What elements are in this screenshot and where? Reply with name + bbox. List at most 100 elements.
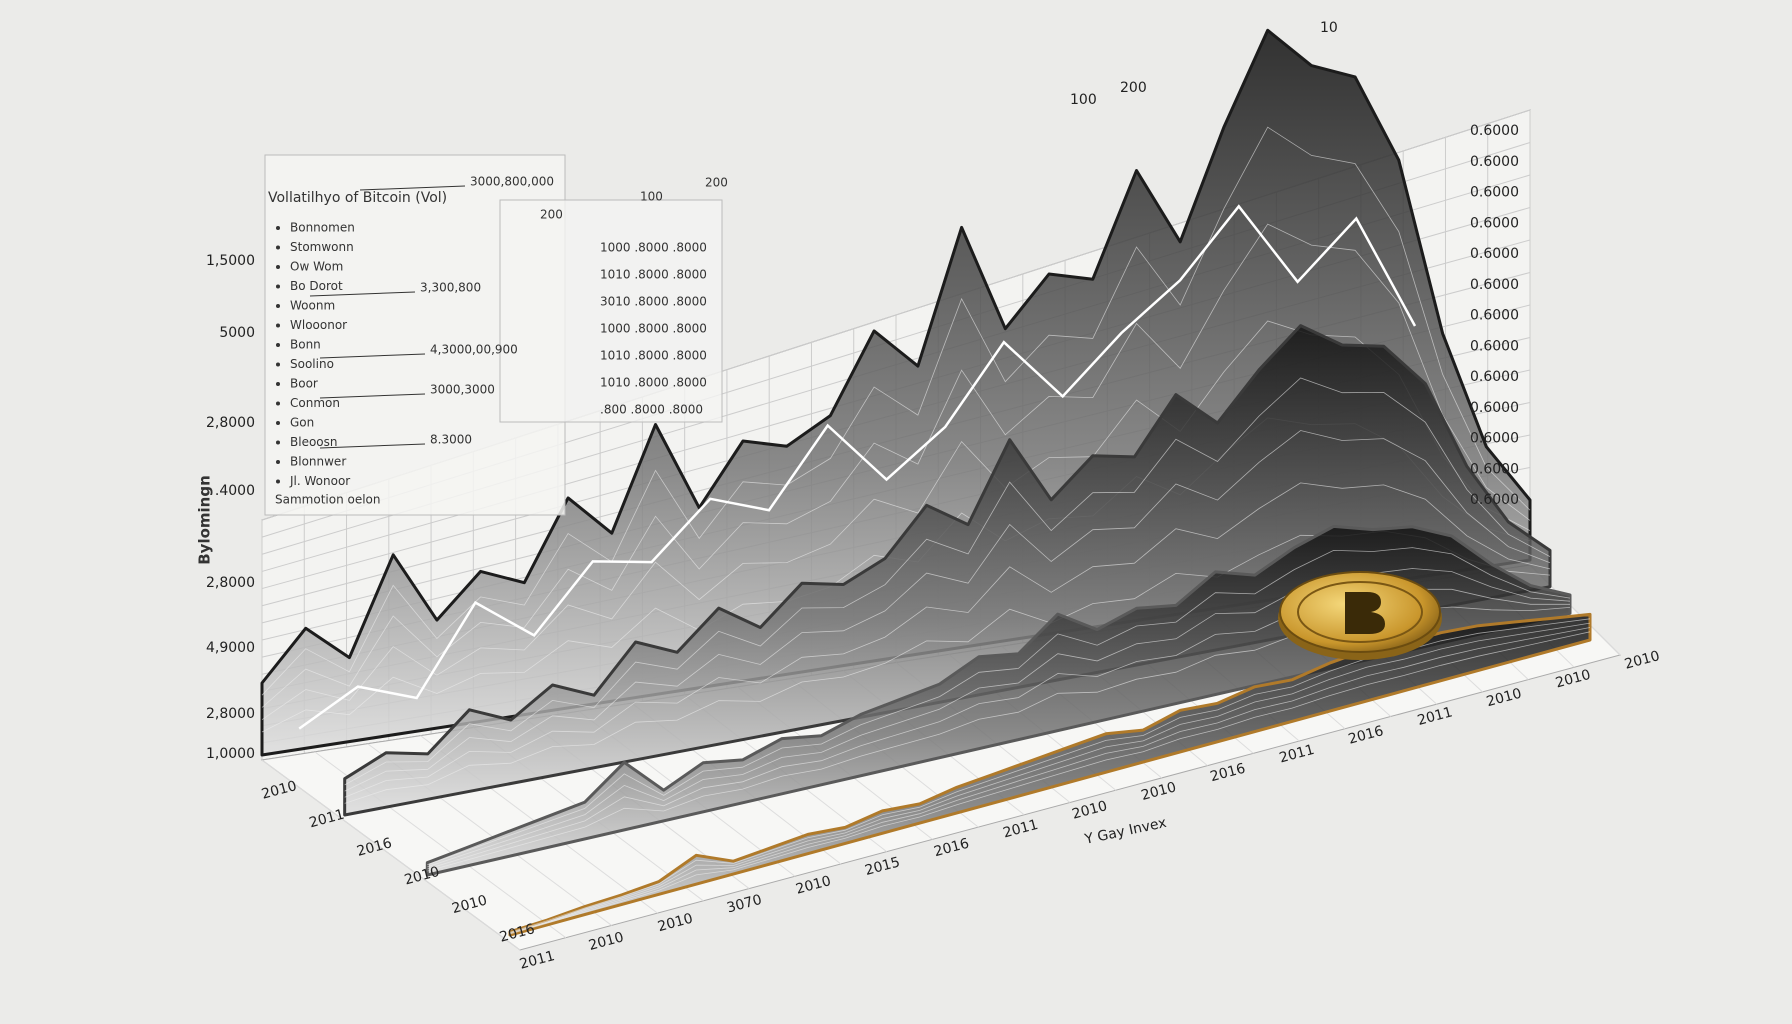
y-tick-label: 2,8000 <box>206 415 255 431</box>
x-tick-label: 3070 <box>725 892 764 917</box>
legend-value: 4,3000,00,900 <box>430 343 518 357</box>
legend-value: 3,300,800 <box>420 281 481 295</box>
x-tick-label: 2010 <box>1139 779 1178 804</box>
x-tick-label: 2010 <box>1070 798 1109 823</box>
table-box <box>499 199 723 423</box>
top-label: 100 <box>1070 92 1097 108</box>
legend-leader <box>309 291 416 297</box>
legend-bullet <box>276 401 280 406</box>
y-axis-label: Bylomingn <box>196 475 214 565</box>
ridge-contour <box>344 430 1551 792</box>
x-tick-label: 2010 <box>656 911 695 936</box>
legend-item: Blonnwer <box>290 455 346 469</box>
y2-tick-label: 0.6000 <box>1470 215 1519 231</box>
legend-item: Bleoosn <box>290 435 338 449</box>
ridge-contour <box>344 482 1551 798</box>
y2-tick-label: 0.6000 <box>1470 431 1519 447</box>
legend-bullet <box>276 362 280 367</box>
table-head: 200 <box>540 208 563 222</box>
table-row: 1010 .8000 .8000 <box>600 349 707 363</box>
legend-leader <box>319 443 426 449</box>
y-tick-label: 1,0000 <box>206 746 255 762</box>
ridge-contour <box>344 377 1551 786</box>
legend-leader <box>319 393 426 399</box>
y-tick-label: 4,9000 <box>206 640 255 656</box>
legend-bullet <box>276 323 280 328</box>
x-tick-label: 2016 <box>932 836 971 861</box>
x-tick-label: 2010 <box>587 929 626 954</box>
ridge-area <box>343 324 1552 817</box>
chart-title: Vollatilhyo of Bitcoin (Vol) <box>268 190 447 206</box>
y2-tick-label: 0.6000 <box>1470 123 1519 139</box>
top-label: 10 <box>1320 20 1338 36</box>
y-tick-label: 1,5000 <box>206 253 255 269</box>
legend-bullet <box>276 460 280 464</box>
table-row: .800 .8000 .8000 <box>600 403 703 417</box>
table-head: 100 <box>640 190 663 204</box>
line-series <box>298 204 1417 730</box>
ridge-contour <box>509 631 1591 935</box>
y-tick-label: 2,8000 <box>206 575 255 591</box>
legend-item: Bonnomen <box>290 221 355 235</box>
table-row: 1010 .8000 .8000 <box>600 376 707 390</box>
ridge-contour <box>509 627 1591 934</box>
legend-bullet <box>276 440 280 445</box>
ridge-area <box>508 612 1592 937</box>
x-tick-label: 2010 <box>794 873 833 898</box>
floor-line <box>261 759 521 951</box>
x-tick-label: 2015 <box>863 854 902 879</box>
legend-bullet <box>276 226 280 230</box>
legend-item: Conmon <box>290 396 340 410</box>
legend-value: 3000,800,000 <box>470 175 554 189</box>
legend-bullet <box>276 343 280 347</box>
legend-bullet <box>276 421 280 425</box>
depth-label: 2010 <box>260 778 299 803</box>
depth-label: 2016 <box>355 835 394 860</box>
legend-item: Boor <box>290 377 318 391</box>
y2-tick-label: 0.6000 <box>1470 338 1519 354</box>
top-label: 200 <box>1120 80 1147 96</box>
legend-bullet <box>276 265 280 269</box>
legend: Vollatilhyo of Bitcoin (Vol) Sammotion o… <box>264 154 728 516</box>
depth-label: 2011 <box>308 807 347 832</box>
legend-item: Ow Wom <box>290 260 343 274</box>
legend-item: Gon <box>290 416 314 430</box>
ridge-contour <box>261 223 1531 708</box>
x-tick-label: 2011 <box>518 948 557 973</box>
legend-item: Woonm <box>290 299 335 313</box>
legend-bullet <box>276 479 280 484</box>
y2-tick-label: 0.6000 <box>1470 400 1519 416</box>
y2-tick-label: 0.6000 <box>1470 492 1519 508</box>
legend-value: 3000,3000 <box>430 383 495 397</box>
y-tick-label: 5000 <box>219 325 255 341</box>
y-tick-label: .4000 <box>215 483 255 499</box>
legend-bullet <box>276 382 280 386</box>
legend-leader <box>319 353 426 359</box>
legend-item: Bonn <box>290 338 321 352</box>
table-row: 1000 .8000 .8000 <box>600 241 707 255</box>
legend-item: Bo Dorot <box>290 279 343 293</box>
legend-bullet <box>276 245 280 250</box>
legend-item: Soolino <box>290 357 334 371</box>
y2-tick-label: 0.6000 <box>1470 185 1519 201</box>
y2-tick-label: 0.6000 <box>1470 277 1519 293</box>
legend-item: Wlooonor <box>290 318 347 332</box>
legend-note: Sammotion oelon <box>275 493 381 507</box>
legend-bullet <box>276 304 280 308</box>
legend-value: 8.3000 <box>430 433 472 447</box>
table-head: 200 <box>705 176 728 190</box>
x-tick-label: 2011 <box>1001 817 1040 842</box>
y2-tick-label: 0.6000 <box>1470 461 1519 477</box>
y-tick-label: 2,8000 <box>206 706 255 722</box>
legend-item: Stomwonn <box>290 240 354 254</box>
ridge-contour <box>427 547 1571 866</box>
y2-tick-label: 0.6000 <box>1470 154 1519 170</box>
y2-tick-label: 0.6000 <box>1470 369 1519 385</box>
table-row: 1010 .8000 .8000 <box>600 268 707 282</box>
x-axis-label: Y Gay Invex <box>1082 815 1168 848</box>
y2-tick-label: 0.6000 <box>1470 308 1519 324</box>
x-tick-label: 2010 <box>1623 648 1662 673</box>
table-row: 3010 .8000 .8000 <box>600 295 707 309</box>
